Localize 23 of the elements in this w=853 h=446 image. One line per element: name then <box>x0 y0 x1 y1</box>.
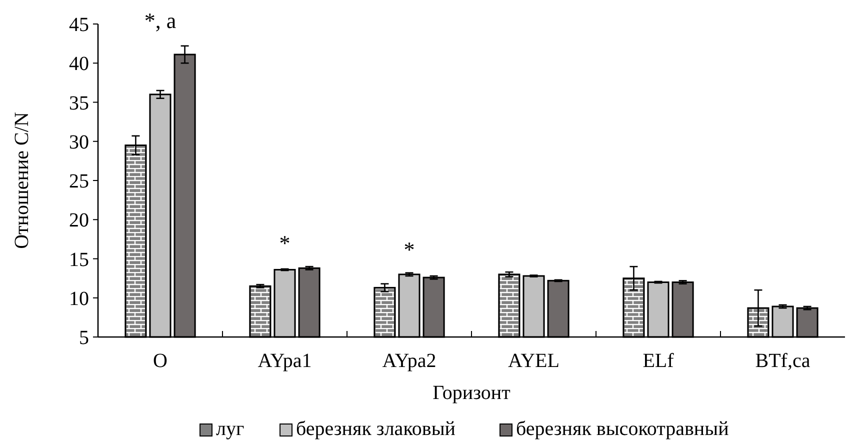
x-tick-label: ELf <box>642 350 674 372</box>
x-axis-title: Горизонт <box>432 382 511 404</box>
legend-label: березняк злаковый <box>296 418 456 440</box>
legend-label: березняк высокотравный <box>516 418 730 440</box>
annotation: * <box>404 236 415 262</box>
y-tick-label: 30 <box>69 131 89 154</box>
y-tick-label: 35 <box>69 92 89 114</box>
y-tick-label: 20 <box>69 210 89 232</box>
y-tick-label: 25 <box>69 170 89 192</box>
annotation: * <box>279 230 290 256</box>
y-tick-label: 40 <box>69 53 89 76</box>
x-tick-label: O <box>153 350 168 372</box>
y-tick-label: 45 <box>69 14 89 36</box>
x-tick-label: AYEL <box>508 350 560 372</box>
y-tick-label: 15 <box>69 248 89 271</box>
y-axis-title: Отношение C/N <box>11 112 33 249</box>
annotation: *, a <box>144 8 176 33</box>
x-tick-label: BTf,ca <box>755 350 810 372</box>
x-tick-label: AYpa1 <box>258 350 312 372</box>
x-tick-label: AYpa2 <box>382 350 436 372</box>
y-tick-label: 5 <box>79 327 89 349</box>
legend-label: луг <box>216 418 244 440</box>
y-tick-label: 10 <box>69 288 89 310</box>
